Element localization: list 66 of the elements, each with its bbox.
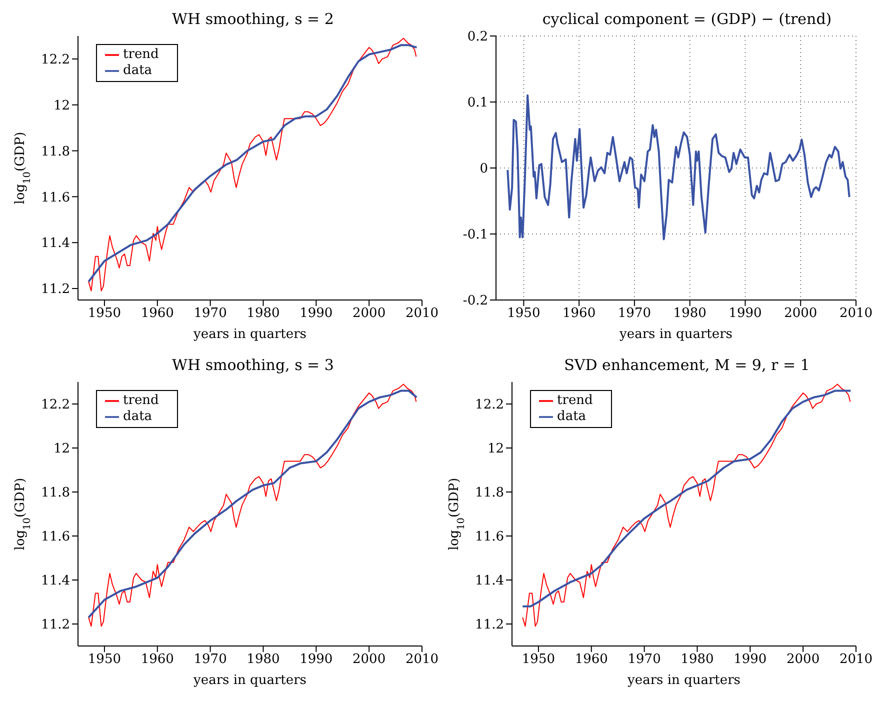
y-tick-label: 11.6	[41, 190, 70, 206]
y-tick-label: 11.4	[41, 574, 70, 589]
chart-title: cyclical component = (GDP) − (trend)	[541, 9, 833, 30]
x-axis-title: years in quarters	[192, 327, 306, 342]
x-tick-label: 1960	[574, 652, 608, 668]
y-tick-label: 11.8	[41, 486, 70, 501]
y-tick-label: 11.4	[41, 236, 70, 252]
x-tick-label: 1990	[300, 306, 333, 322]
chart-title: WH smoothing, s = 3	[171, 355, 335, 376]
y-tick-label: 11.6	[41, 530, 70, 545]
y-tick-label: 12	[53, 442, 70, 457]
x-tick-label: 1950	[88, 652, 122, 668]
legend-label: trend	[123, 47, 159, 62]
x-tick-label: 1950	[507, 306, 540, 322]
y-tick-label: 11.8	[475, 486, 504, 501]
x-tick-label: 1950	[522, 652, 556, 668]
x-axis-title: years in quarters	[192, 673, 306, 688]
chart-title: SVD enhancement, M = 9, r = 1	[563, 355, 811, 376]
x-tick-label: 1980	[680, 652, 714, 668]
x-tick-label: 2010	[839, 652, 872, 668]
x-tick-label: 2000	[784, 306, 818, 322]
legend-label: data	[557, 409, 586, 424]
x-tick-label: 2000	[352, 652, 386, 668]
y-tick-label: -0.2	[462, 294, 488, 309]
x-tick-label: 1990	[734, 652, 767, 668]
y-tick-label: 12.2	[41, 52, 70, 68]
y-tick-label: 11.6	[475, 530, 504, 545]
x-tick-label: 1970	[628, 652, 661, 668]
x-tick-label: 1990	[300, 652, 333, 668]
legend-label: trend	[557, 393, 593, 408]
y-tick-label: 12	[53, 98, 70, 114]
line-series	[506, 94, 850, 240]
x-axis-title: years in quarters	[618, 327, 732, 342]
x-tick-label: 1970	[618, 306, 652, 322]
y-tick-label: 11.2	[41, 282, 70, 298]
y-tick-label: 11.8	[41, 144, 70, 160]
y-tick-label: -0.1	[462, 228, 488, 243]
legend-label: trend	[123, 393, 159, 408]
legend-label: data	[123, 63, 152, 78]
x-tick-label: 2000	[352, 306, 386, 322]
x-tick-label: 2010	[405, 306, 439, 322]
y-tick-label: 11.2	[41, 618, 70, 633]
x-tick-label: 1970	[194, 652, 227, 668]
x-tick-label: 2010	[405, 652, 439, 668]
y-tick-label: 12.2	[41, 398, 70, 413]
y-tick-label: 0.1	[467, 96, 488, 111]
x-tick-label: 2000	[786, 652, 820, 668]
y-tick-label: 11.4	[475, 574, 504, 589]
chart-title: WH smoothing, s = 2	[171, 9, 335, 30]
y-tick-label: 12.2	[475, 398, 504, 413]
x-tick-label: 1990	[728, 306, 762, 322]
x-tick-label: 1950	[88, 306, 122, 322]
x-axis-title: years in quarters	[626, 673, 740, 688]
y-tick-label: 11.2	[475, 618, 504, 633]
y-tick-label: 12	[487, 442, 504, 457]
legend-label: data	[123, 409, 152, 424]
x-tick-label: 1980	[246, 652, 280, 668]
y-tick-label: 0	[480, 162, 488, 177]
x-tick-label: 1980	[246, 306, 280, 322]
x-tick-label: 1960	[140, 306, 174, 322]
x-tick-label: 2010	[839, 306, 872, 322]
x-tick-label: 1960	[562, 306, 596, 322]
x-tick-label: 1970	[194, 306, 227, 322]
x-tick-label: 1980	[673, 306, 706, 322]
y-tick-label: 0.2	[467, 30, 488, 45]
x-tick-label: 1960	[140, 652, 174, 668]
